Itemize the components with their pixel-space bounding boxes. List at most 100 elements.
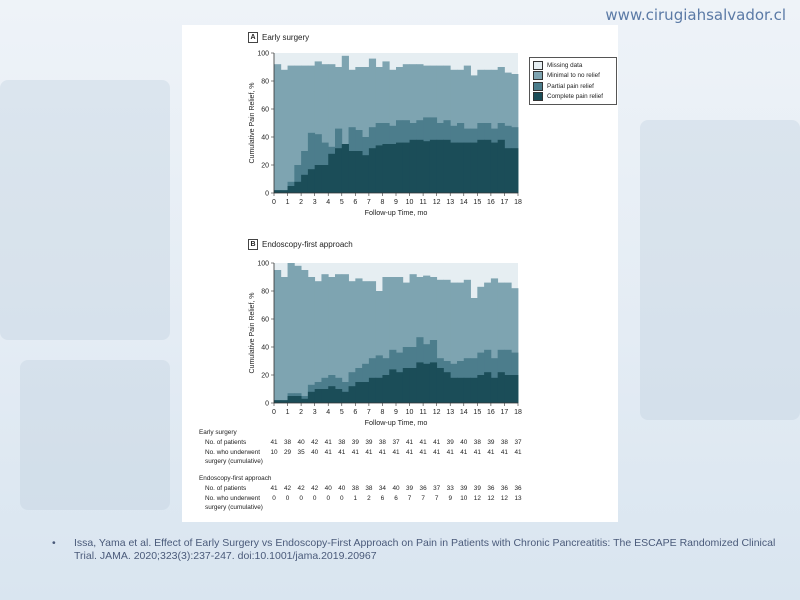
y-tick-label: 0: [265, 191, 269, 198]
bar-minimal-to-no-relief: [294, 65, 302, 193]
x-tick-label: 6: [353, 409, 357, 416]
risk-table-cell: 7: [421, 495, 425, 502]
bar-complete-pain-relief: [287, 396, 295, 403]
risk-table-cell: 41: [419, 449, 427, 456]
risk-table-cell: 41: [487, 449, 495, 456]
chart-legend: Missing data Minimal to no relief Partia…: [529, 57, 617, 105]
bar-minimal-to-no-relief: [375, 291, 383, 403]
bar-complete-pain-relief: [301, 398, 309, 403]
bar-complete-pain-relief: [335, 148, 343, 193]
bar-complete-pain-relief: [497, 139, 505, 193]
bar-complete-pain-relief: [511, 375, 519, 403]
bar-minimal-to-no-relief: [443, 279, 451, 403]
x-tick-label: 16: [487, 409, 495, 416]
legend-swatch: [533, 81, 543, 91]
background-building-shape: [0, 80, 170, 340]
bar-complete-pain-relief: [314, 165, 322, 193]
x-tick-label: 9: [394, 199, 398, 206]
risk-table-row: 0 0 0 0 0 0 1 2 6 6 7 7 7 9 10 12 12 12 13: [182, 495, 618, 504]
bar-complete-pain-relief: [280, 400, 288, 403]
panel-a-title-text: Early surgery: [262, 33, 310, 42]
risk-table-cell: 39: [473, 485, 481, 492]
risk-table-cell: 39: [487, 439, 495, 446]
risk-table-cell: 36: [419, 485, 427, 492]
bar-partial-pain-relief: [294, 165, 302, 193]
bar-minimal-to-no-relief: [389, 277, 397, 403]
risk-table-cell: 42: [297, 485, 305, 492]
bar-minimal-to-no-relief: [341, 274, 349, 403]
y-tick-label: 60: [261, 317, 269, 324]
citation-text: Issa, Yama et al. Effect of Early Surger…: [74, 537, 776, 562]
bar-minimal-to-no-relief: [328, 277, 336, 403]
x-tick-label: 6: [353, 199, 357, 206]
risk-table-cell: 38: [500, 439, 508, 446]
x-tick-label: 3: [313, 199, 317, 206]
bar-complete-pain-relief: [423, 141, 431, 193]
bar-complete-pain-relief: [341, 144, 349, 193]
legend-item: Partial pain relief: [533, 81, 613, 92]
bar-complete-pain-relief: [416, 362, 424, 403]
risk-table-cell: 41: [378, 449, 386, 456]
risk-table-cell: 41: [514, 449, 522, 456]
risk-table-cell: 40: [297, 439, 305, 446]
chart-early-surgery: 0 1 2 3 4 5 6 7 8 9 10 11 12 13 14 15 16 17 18020406080100…: [249, 51, 522, 218]
bar-complete-pain-relief: [382, 144, 390, 193]
bar-complete-pain-relief: [280, 190, 288, 193]
risk-table-cell: 41: [270, 485, 278, 492]
legend-swatch: [533, 92, 543, 102]
bar-complete-pain-relief: [423, 363, 431, 403]
risk-table-cell: 41: [473, 449, 481, 456]
x-tick-label: 0: [272, 409, 276, 416]
bar-minimal-to-no-relief: [321, 64, 329, 193]
risk-table-cell: 40: [324, 485, 332, 492]
risk-table-cell: 0: [312, 495, 317, 502]
x-tick-label: 1: [286, 409, 290, 416]
x-tick-label: 8: [380, 409, 384, 416]
bar-complete-pain-relief: [328, 386, 336, 403]
site-url[interactable]: www.cirugiahsalvador.cl: [605, 6, 786, 24]
bar-minimal-to-no-relief: [321, 274, 329, 403]
risk-table-cell: 6: [394, 495, 398, 502]
risk-table-cell: 41: [433, 439, 441, 446]
bar-complete-pain-relief: [484, 139, 492, 193]
bar-complete-pain-relief: [443, 139, 451, 193]
risk-table-cell: 41: [500, 449, 508, 456]
bar-complete-pain-relief: [355, 151, 363, 193]
bar-complete-pain-relief: [484, 372, 492, 403]
x-tick-label: 7: [367, 199, 371, 206]
bar-minimal-to-no-relief: [274, 64, 282, 193]
risk-table-cell: 40: [311, 449, 319, 456]
risk-table-cell: 38: [338, 439, 346, 446]
bar-complete-pain-relief: [436, 139, 444, 193]
bar-complete-pain-relief: [402, 142, 410, 193]
bar-minimal-to-no-relief: [294, 265, 302, 403]
citation: • Issa, Yama et al. Effect of Early Surg…: [52, 537, 776, 563]
risk-table-cell: 38: [283, 439, 292, 446]
bar-complete-pain-relief: [396, 372, 404, 403]
risk-table-row-label-cont: surgery (cumulative): [205, 458, 263, 465]
bar-minimal-to-no-relief: [335, 274, 343, 403]
risk-table-cell: 39: [365, 439, 373, 446]
risk-table-cell: 42: [311, 439, 319, 446]
risk-table-cell: 42: [311, 485, 319, 492]
bar-minimal-to-no-relief: [280, 69, 288, 193]
x-tick-label: 12: [433, 409, 441, 416]
bar-complete-pain-relief: [443, 372, 451, 403]
risk-table-cell: 40: [460, 439, 468, 446]
x-tick-label: 17: [501, 409, 509, 416]
background-building-shape: [20, 360, 170, 510]
legend-label: Partial pain relief: [547, 82, 594, 90]
bar-minimal-to-no-relief: [287, 263, 295, 403]
bar-complete-pain-relief: [477, 139, 485, 193]
bar-complete-pain-relief: [477, 375, 485, 403]
bar-minimal-to-no-relief: [314, 281, 322, 403]
bar-complete-pain-relief: [470, 377, 478, 403]
bar-complete-pain-relief: [396, 142, 404, 193]
risk-table-cell: 36: [487, 485, 495, 492]
x-tick-label: 7: [367, 409, 371, 416]
x-tick-label: 13: [446, 409, 454, 416]
bar-complete-pain-relief: [375, 377, 383, 403]
bar-complete-pain-relief: [362, 155, 370, 193]
y-tick-label: 100: [257, 51, 269, 58]
risk-table-cell: 10: [460, 495, 468, 502]
